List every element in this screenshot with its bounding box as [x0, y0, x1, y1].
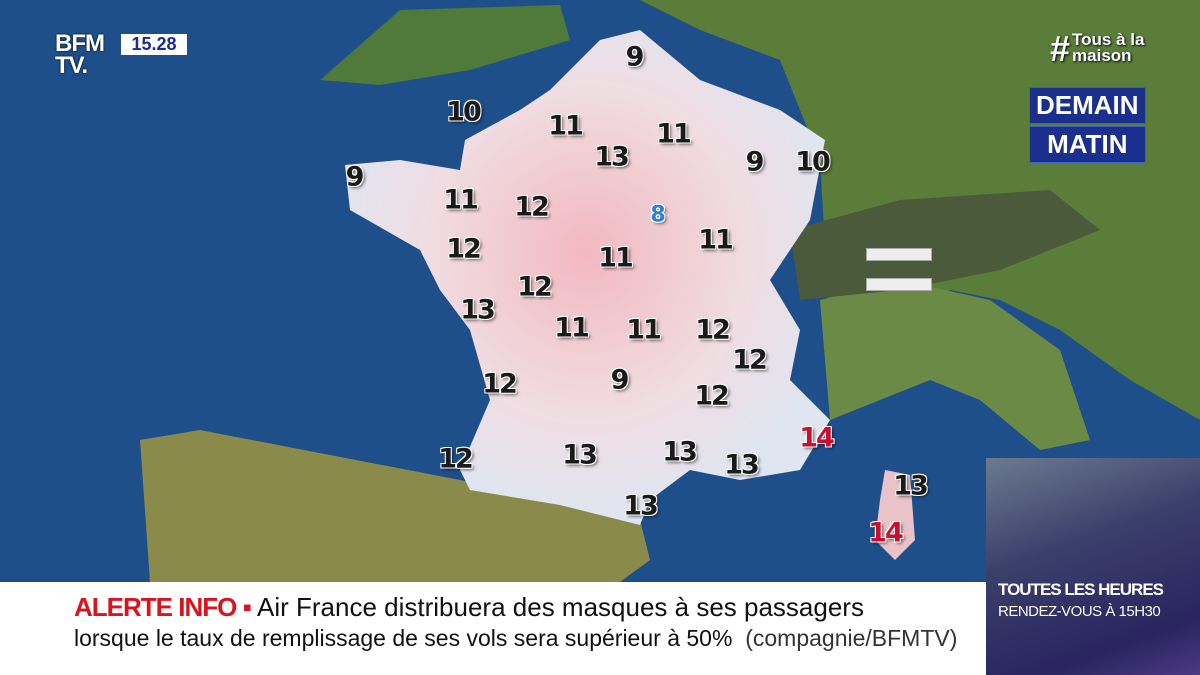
equals-icon-lower: [866, 278, 932, 291]
headline-continued: lorsque le taux de remplissage de ses vo…: [74, 625, 733, 651]
news-ticker: ALERTE INFO ▪ Air France distribuera des…: [0, 582, 986, 675]
temperature-label: 11: [656, 118, 692, 150]
temperature-label: 10: [446, 96, 482, 128]
temperature-label: 13: [460, 294, 496, 326]
temperature-label: 11: [554, 312, 590, 344]
hashtag-line1: Tous à la: [1072, 30, 1145, 49]
alert-label: ALERTE INFO: [74, 592, 237, 622]
period-line2: MATIN: [1029, 126, 1146, 163]
hashtag-badge: # Tous à la maison: [1050, 28, 1145, 69]
temperature-label: 12: [514, 191, 550, 223]
hashtag-line2: maison: [1072, 46, 1132, 65]
land-alps: [790, 190, 1100, 300]
land-france: [345, 30, 830, 525]
temperature-label: 11: [626, 314, 662, 346]
promo-line2: RENDEZ-VOUS À 15H30: [998, 603, 1161, 620]
clock: 15.28: [121, 34, 187, 55]
temperature-label: 12: [438, 443, 474, 475]
temperature-label: 12: [482, 368, 518, 400]
temperature-label: 13: [594, 141, 630, 173]
land-spain: [140, 430, 650, 582]
temperature-label: 11: [598, 242, 634, 274]
temperature-label: 9: [625, 41, 645, 73]
period-line1: DEMAIN: [1029, 87, 1146, 124]
temperature-label: 11: [548, 110, 584, 142]
temperature-label: 12: [732, 344, 768, 376]
ticker-line1: ALERTE INFO ▪ Air France distribuera des…: [74, 592, 864, 623]
land-corsica: [875, 470, 915, 560]
ticker-line2: lorsque le taux de remplissage de ses vo…: [74, 625, 957, 652]
hashtag-symbol: #: [1050, 28, 1071, 69]
land-italy: [820, 280, 1090, 450]
land-uk: [320, 5, 570, 85]
temperature-label: 13: [724, 449, 760, 481]
temperature-label: 11: [443, 184, 479, 216]
temperature-label: 12: [517, 271, 553, 303]
temperature-label: 9: [745, 146, 765, 178]
source: (compagnie/BFMTV): [745, 625, 958, 651]
temperature-label: 13: [562, 439, 598, 471]
temperature-label: 10: [795, 146, 831, 178]
temperature-label: 12: [695, 314, 731, 346]
alert-square-icon: ▪: [236, 592, 258, 622]
equals-icon: [866, 248, 932, 261]
temperature-label: 13: [893, 470, 929, 502]
promo-line1: TOUTES LES HEURES: [998, 580, 1164, 599]
temperature-label: 9: [345, 161, 365, 193]
temperature-label: 13: [623, 490, 659, 522]
temperature-label: 12: [446, 233, 482, 265]
temperature-label: 8: [650, 202, 665, 228]
headline: Air France distribuera des masques à ses…: [257, 592, 864, 622]
bfmtv-logo: BFM TV.: [55, 30, 105, 79]
temperature-label: 14: [799, 422, 835, 454]
temperature-label: 11: [698, 224, 734, 256]
temperature-label: 12: [694, 380, 730, 412]
temperature-label: 13: [662, 436, 698, 468]
temperature-label: 9: [610, 364, 630, 396]
temperature-label: 14: [868, 517, 904, 549]
forecast-period: DEMAIN MATIN: [1029, 87, 1146, 165]
promo-video-inset: TOUTES LES HEURES RENDEZ-VOUS À 15H30: [986, 458, 1200, 675]
